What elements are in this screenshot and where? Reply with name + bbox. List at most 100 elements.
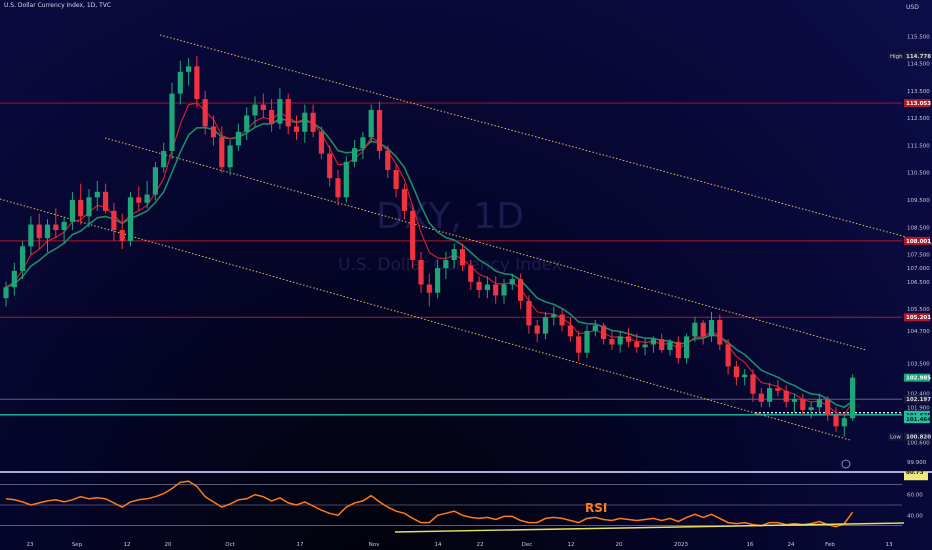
candle-body [509,279,515,285]
candle-body [435,268,441,293]
candle-body [459,249,466,266]
rsi-tick-label: 40.00 [907,513,923,519]
candle-body [385,150,391,170]
candle-body [393,170,399,190]
y-tick-label: 99.900 [907,460,927,466]
price-tag [904,52,930,61]
candle-body [451,249,457,260]
x-tick-label: 2023 [674,542,688,548]
candle-body [103,191,109,211]
candle-body [335,178,341,198]
y-tick-label: 101.900 [907,405,930,411]
rsi-last-value: 80.73 [906,470,924,476]
y-tick-label: 105.500 [907,307,930,313]
candle-body [808,407,814,410]
price-tag [904,313,930,322]
channel-upper-line [159,34,932,245]
y-tick-label: 100.600 [907,441,930,447]
candle-body [86,197,92,217]
price-axis: 115.500 114.500 113.500 112.500 111.500 110.5… [907,34,930,465]
x-tick-label: 13 [886,542,893,548]
candle-body [518,279,524,301]
candle-body [559,314,565,326]
candle-body [94,191,100,198]
watermark: DXY, 1D U.S. Dollar Currency Index [338,196,562,275]
x-tick-label: 23 [27,542,34,548]
candle-body [410,210,416,260]
y-tick-label: 113.500 [907,89,930,95]
price-tag-value: 102.985 [906,376,931,382]
candle-body [61,221,67,230]
y-tick-label: 111.500 [907,143,930,149]
candle-body [119,230,125,241]
candle-body [767,388,773,402]
candle-body [111,210,117,230]
x-tick-label: 12 [124,542,131,548]
y-tick-label: 107.500 [907,253,930,259]
price-tag-value: 114.778 [906,54,931,60]
candle-body [260,104,266,110]
x-tick-label: Dec [522,542,533,548]
candle-body [327,153,333,179]
candle-body [127,197,134,241]
price-tag-caption: Low [890,435,901,441]
candle-body [194,66,200,100]
candle-body [443,260,449,269]
candle-body [850,377,856,419]
y-tick-label: 115.500 [907,34,930,40]
candle-body [576,336,582,353]
candle-body [202,99,208,127]
candle-body [493,284,499,296]
candle-body [634,341,640,348]
price-tag [904,236,930,245]
price-tag-value: 102.197 [906,397,931,403]
y-tick-label: 109.500 [907,198,930,204]
candle-body [376,110,383,151]
watermark-name: U.S. Dollar Currency Index [338,255,562,275]
candle-body [625,336,632,342]
candle-body [816,399,822,408]
candle-body [601,325,607,340]
candle-body [659,339,665,350]
candle-body [161,150,167,168]
candle-body [484,284,490,290]
event-marker-icon[interactable] [841,459,851,469]
price-tag [904,395,930,404]
rsi-trend-line [394,522,905,533]
candle-body [551,314,557,318]
candle-body [186,66,192,72]
y-tick-label: 107.000 [907,266,930,272]
candle-body [69,200,75,222]
pane-separator [0,471,932,473]
candle-body [44,224,51,239]
x-tick-label: 22 [477,542,484,548]
x-tick-label: 20 [616,542,623,548]
x-tick-label: 16 [747,542,754,548]
candle-body [219,137,225,168]
candle-body [11,270,17,288]
candle-body [725,344,731,367]
candle-body [833,415,839,427]
price-tag [904,432,930,441]
x-tick-label: 24 [788,542,795,548]
candle-body [800,399,806,410]
x-tick-label: 14 [435,542,442,548]
y-tick-label: 104.700 [907,329,930,335]
candle-body [285,99,291,127]
candle-body [684,336,690,359]
candle-body [708,320,715,337]
channel-middle-line [104,137,867,351]
rsi-tick-label: 60.00 [907,493,923,499]
price-tag-caption-bg [888,432,903,441]
candle-body [468,265,474,282]
candle-body [526,300,532,326]
candle-body [825,399,831,416]
x-tick-label: Nov [369,542,380,548]
candle-body [269,110,275,124]
price-tag-value: 105.201 [906,315,931,321]
candle-body [252,104,258,116]
price-tag-value: 101.464 [906,417,931,423]
